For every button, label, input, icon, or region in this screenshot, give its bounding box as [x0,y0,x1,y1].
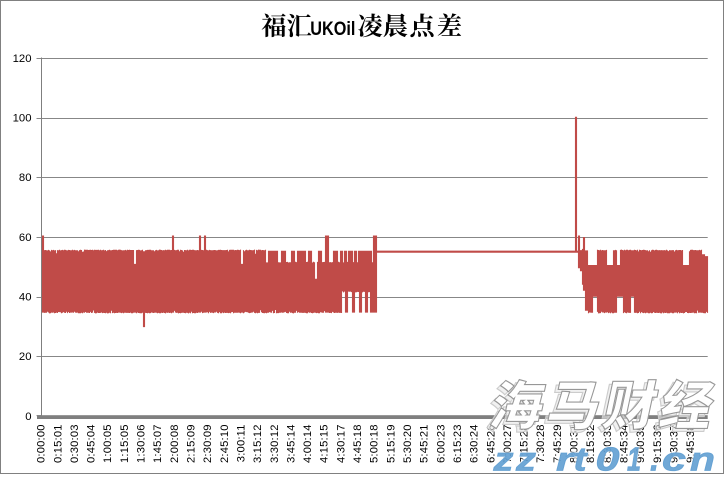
svg-text:4:30:17: 4:30:17 [335,424,347,463]
svg-text:r: r [556,441,576,475]
svg-text:3:30:12: 3:30:12 [269,424,281,463]
svg-text:4:15:15: 4:15:15 [319,424,331,463]
svg-text:6:30:24: 6:30:24 [469,424,481,463]
svg-text:r: r [556,441,576,475]
svg-text:0: 0 [596,441,621,475]
svg-text:c: c [662,441,686,475]
svg-text:7:45:29: 7:45:29 [552,424,564,463]
svg-text:2:45:10: 2:45:10 [219,424,231,463]
svg-text:8:45:34: 8:45:34 [619,424,631,463]
svg-text:120: 120 [13,53,32,65]
svg-text:0:00:00: 0:00:00 [36,424,48,463]
svg-text:z: z [492,441,514,475]
svg-text:40: 40 [19,292,32,304]
svg-text:0:45:04: 0:45:04 [86,424,98,463]
svg-text:1:30:06: 1:30:06 [136,424,148,463]
svg-text:t: t [574,441,589,475]
svg-text:c: c [662,441,686,475]
svg-text:7:15:28: 7:15:28 [519,424,531,463]
svg-text:5:45:21: 5:45:21 [419,424,431,463]
svg-text:0:15:01: 0:15:01 [52,424,64,463]
svg-text:7:00:27: 7:00:27 [502,424,514,463]
svg-text:.: . [650,441,659,475]
svg-text:4:00:14: 4:00:14 [302,424,314,463]
svg-text:6:45:26: 6:45:26 [485,424,497,463]
svg-text:9:30:37: 9:30:37 [669,424,681,463]
svg-text:1:00:05: 1:00:05 [102,424,114,463]
svg-text:1: 1 [627,441,641,475]
svg-text:5:15:19: 5:15:19 [385,424,397,463]
svg-text:8:15:32: 8:15:32 [585,424,597,463]
svg-text:1:15:05: 1:15:05 [119,424,131,463]
svg-text:2:30:09: 2:30:09 [202,424,214,463]
svg-text:0: 0 [25,411,31,423]
svg-text:9:15:36: 9:15:36 [652,424,664,463]
svg-text:80: 80 [19,172,32,184]
svg-text:1: 1 [627,441,641,475]
svg-text:9:45:38: 9:45:38 [685,424,697,463]
svg-text:60: 60 [19,232,32,244]
svg-text:7:30:28: 7:30:28 [535,424,547,463]
svg-text:z: z [515,441,537,475]
svg-text:2:00:08: 2:00:08 [169,424,181,463]
svg-text:9:00:35: 9:00:35 [635,424,647,463]
svg-text:4:45:18: 4:45:18 [352,424,364,463]
svg-text:6:15:23: 6:15:23 [452,424,464,463]
svg-text:0: 0 [596,441,621,475]
svg-text:20: 20 [19,351,32,363]
svg-text:t: t [574,441,589,475]
svg-text:100: 100 [13,113,32,125]
svg-text:n: n [690,441,715,475]
svg-text:z: z [492,441,514,475]
svg-text:.: . [650,441,659,475]
svg-text:8:30:33: 8:30:33 [602,424,614,463]
svg-text:3:45:14: 3:45:14 [285,424,297,463]
svg-text:0:30:03: 0:30:03 [69,424,81,463]
svg-text:3:00:11: 3:00:11 [236,424,248,462]
svg-text:5:00:18: 5:00:18 [369,424,381,463]
svg-text:n: n [690,441,715,475]
svg-text:6:00:23: 6:00:23 [435,424,447,463]
svg-text:8:00:31: 8:00:31 [569,424,581,463]
svg-text:2:15:09: 2:15:09 [186,424,198,463]
svg-text:z: z [515,441,537,475]
svg-text:5:30:20: 5:30:20 [402,424,414,463]
svg-text:UKOil: UKOil [310,18,355,40]
svg-text:3:15:12: 3:15:12 [252,424,264,463]
svg-text:1:45:07: 1:45:07 [152,424,164,463]
